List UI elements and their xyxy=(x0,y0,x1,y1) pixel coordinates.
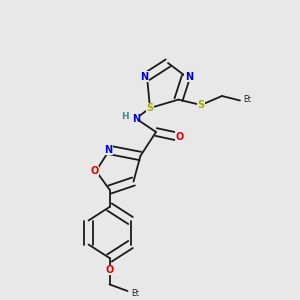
Text: Et: Et xyxy=(243,94,251,103)
Text: O: O xyxy=(176,131,184,142)
Text: N: N xyxy=(104,145,112,155)
Text: N: N xyxy=(140,71,148,82)
Text: O: O xyxy=(105,265,114,275)
Text: Et: Et xyxy=(131,289,139,298)
Text: H: H xyxy=(121,112,128,121)
Text: N: N xyxy=(185,71,193,82)
Text: S: S xyxy=(197,100,205,110)
Text: N: N xyxy=(132,113,140,124)
Text: S: S xyxy=(146,103,154,113)
Text: O: O xyxy=(90,166,99,176)
